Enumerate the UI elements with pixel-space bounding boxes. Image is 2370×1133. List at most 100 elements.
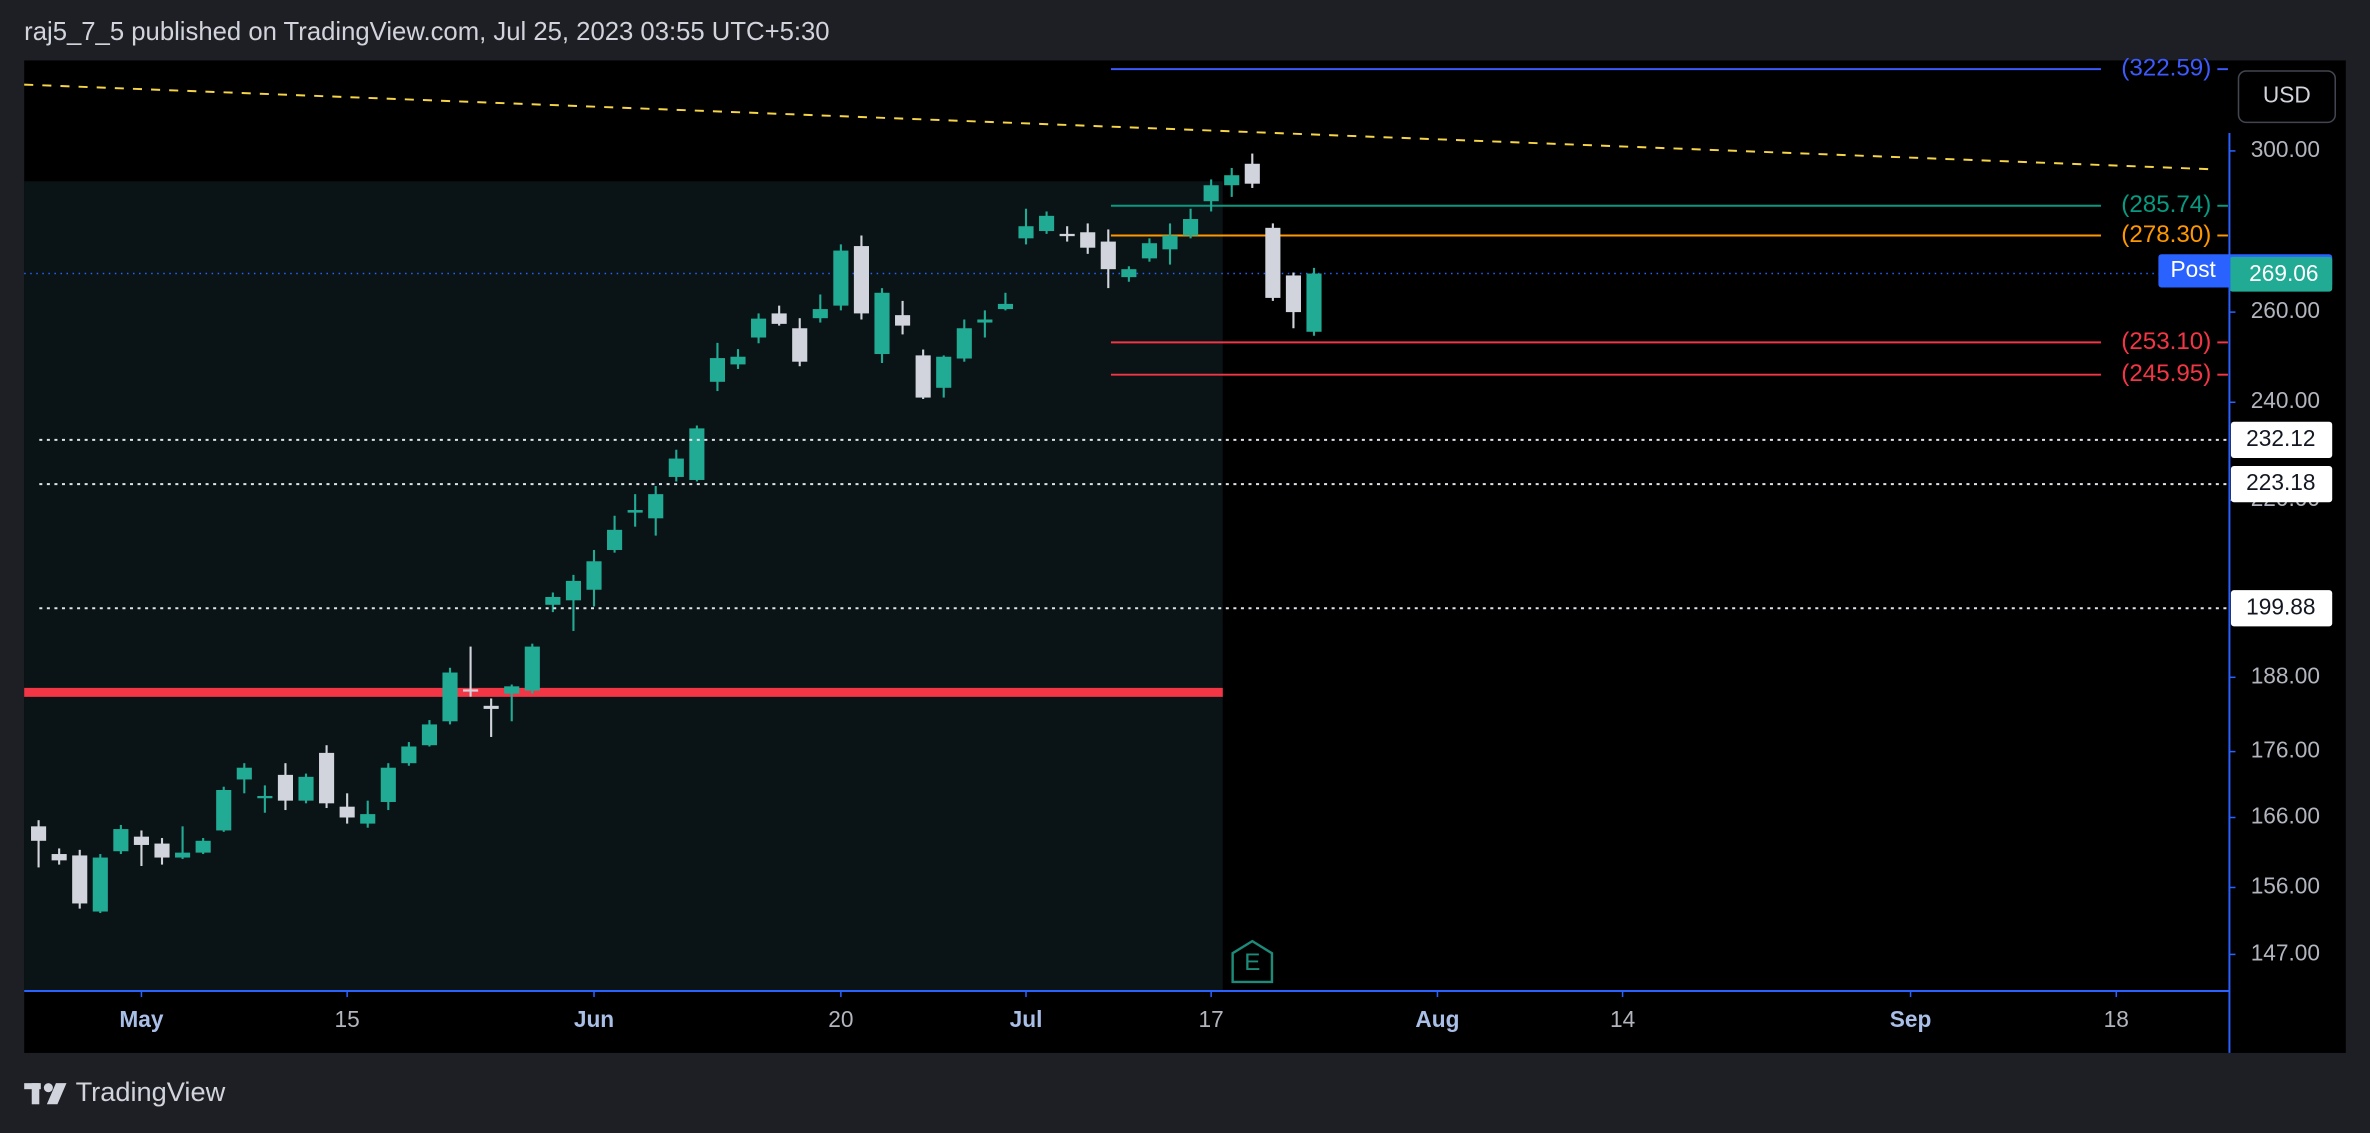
candle-body: [175, 852, 191, 858]
candle-body: [504, 686, 520, 694]
post-name: Post: [2170, 256, 2216, 282]
candle-body: [1121, 269, 1137, 278]
tradingview-logo: [24, 1083, 67, 1105]
candle-body: [751, 318, 767, 338]
x-tick-label: Sep: [1890, 1006, 1932, 1032]
candle-body: [319, 752, 335, 804]
marked-level-badge: [2230, 590, 2333, 627]
shaded-range: [24, 181, 1223, 991]
candle-body: [133, 836, 149, 845]
trend-line: [24, 83, 2210, 171]
candle-body: [730, 356, 746, 365]
candle-body: [1080, 232, 1096, 248]
y-tick-label: 156.00: [2251, 872, 2320, 898]
logo-part: [46, 1083, 67, 1105]
candle-body: [483, 705, 499, 709]
candle-body: [586, 561, 602, 590]
x-tick-label: 15: [335, 1006, 360, 1032]
candle-body: [1285, 275, 1301, 313]
y-tick-label: 260.00: [2251, 297, 2320, 323]
logo-part: [31, 1083, 40, 1105]
candle-body: [1244, 163, 1260, 184]
candle-body: [216, 790, 232, 831]
x-tick-label: Jul: [1010, 1006, 1043, 1032]
marked-level-badge: [2230, 465, 2333, 503]
candle-body: [874, 292, 890, 355]
candle-body: [771, 313, 787, 324]
marked-level-label: 199.88: [2246, 593, 2315, 619]
candle-body: [154, 843, 170, 858]
candle-body: [792, 328, 808, 362]
candle-body: [833, 250, 849, 306]
candle-body: [524, 646, 540, 691]
candle-body: [195, 840, 211, 853]
last-price-badge: [2229, 256, 2333, 292]
candle-body: [31, 826, 47, 841]
candle-body: [257, 795, 273, 799]
candle-body: [977, 319, 993, 323]
candle-body: [298, 776, 314, 801]
y-tick-label: 240.00: [2251, 387, 2320, 413]
x-tick-label: Jun: [574, 1006, 614, 1032]
plot-layer: 300.00260.00240.00220.00188.00176.00166.…: [24, 55, 2333, 1032]
candle-body: [1018, 226, 1034, 239]
candle-body: [339, 806, 355, 818]
logo-part: [43, 1083, 53, 1093]
candle-body: [607, 529, 623, 550]
candle-body: [92, 857, 108, 912]
level-label: (278.30): [2121, 221, 2211, 248]
level-label: (245.95): [2121, 360, 2211, 387]
x-tick-label: May: [119, 1006, 163, 1032]
candle-body: [401, 746, 417, 764]
candle-body: [236, 767, 252, 780]
candle-body: [1183, 219, 1199, 236]
candle-body: [380, 767, 396, 802]
candle-body: [997, 303, 1013, 310]
level-label: (322.59): [2121, 55, 2211, 82]
candle-body: [1141, 243, 1157, 259]
candle-body: [421, 724, 437, 746]
marked-level-label: 223.18: [2246, 469, 2315, 495]
candle-body: [442, 672, 458, 722]
candle-body: [113, 829, 129, 852]
y-tick-label: 147.00: [2251, 939, 2320, 965]
candle-body: [709, 358, 725, 382]
x-tick-label: 14: [1610, 1006, 1635, 1032]
candle-body: [1059, 233, 1075, 237]
candle-body: [360, 814, 376, 824]
candle-body: [51, 854, 67, 861]
x-tick-label: 20: [828, 1006, 853, 1032]
level-label: (285.74): [2121, 191, 2211, 218]
candle-body: [648, 494, 664, 519]
x-tick-label: 17: [1199, 1006, 1224, 1032]
y-tick-label: 166.00: [2251, 802, 2320, 828]
y-tick-label: 300.00: [2251, 136, 2320, 162]
marked-level-label: 232.12: [2246, 425, 2315, 451]
earnings-label: E: [1244, 949, 1260, 976]
candle-body: [463, 689, 479, 692]
candle-body: [545, 596, 561, 605]
candle-body: [689, 428, 705, 480]
earnings-marker: [1231, 939, 1274, 984]
last-price-label: 269.06: [2249, 260, 2318, 286]
candle-body: [812, 309, 828, 319]
footer-brand: TradingView: [76, 1076, 226, 1107]
currency-button[interactable]: [2237, 70, 2336, 124]
x-tick-label: Aug: [1415, 1006, 1459, 1032]
candle-body: [1039, 215, 1055, 232]
candle-body: [1224, 175, 1240, 186]
currency-label[interactable]: USD: [2263, 82, 2311, 108]
candle-body: [1162, 235, 1178, 250]
marked-level-badge: [2230, 421, 2333, 458]
candle-body: [627, 510, 643, 513]
candle-body: [1306, 273, 1322, 332]
candle-body: [565, 580, 581, 601]
candle-body: [853, 246, 869, 314]
candle-body: [915, 355, 931, 398]
candle-body: [895, 315, 911, 326]
x-tick-label: 18: [2104, 1006, 2129, 1032]
candle-body: [936, 356, 952, 388]
candle-body: [277, 774, 293, 801]
